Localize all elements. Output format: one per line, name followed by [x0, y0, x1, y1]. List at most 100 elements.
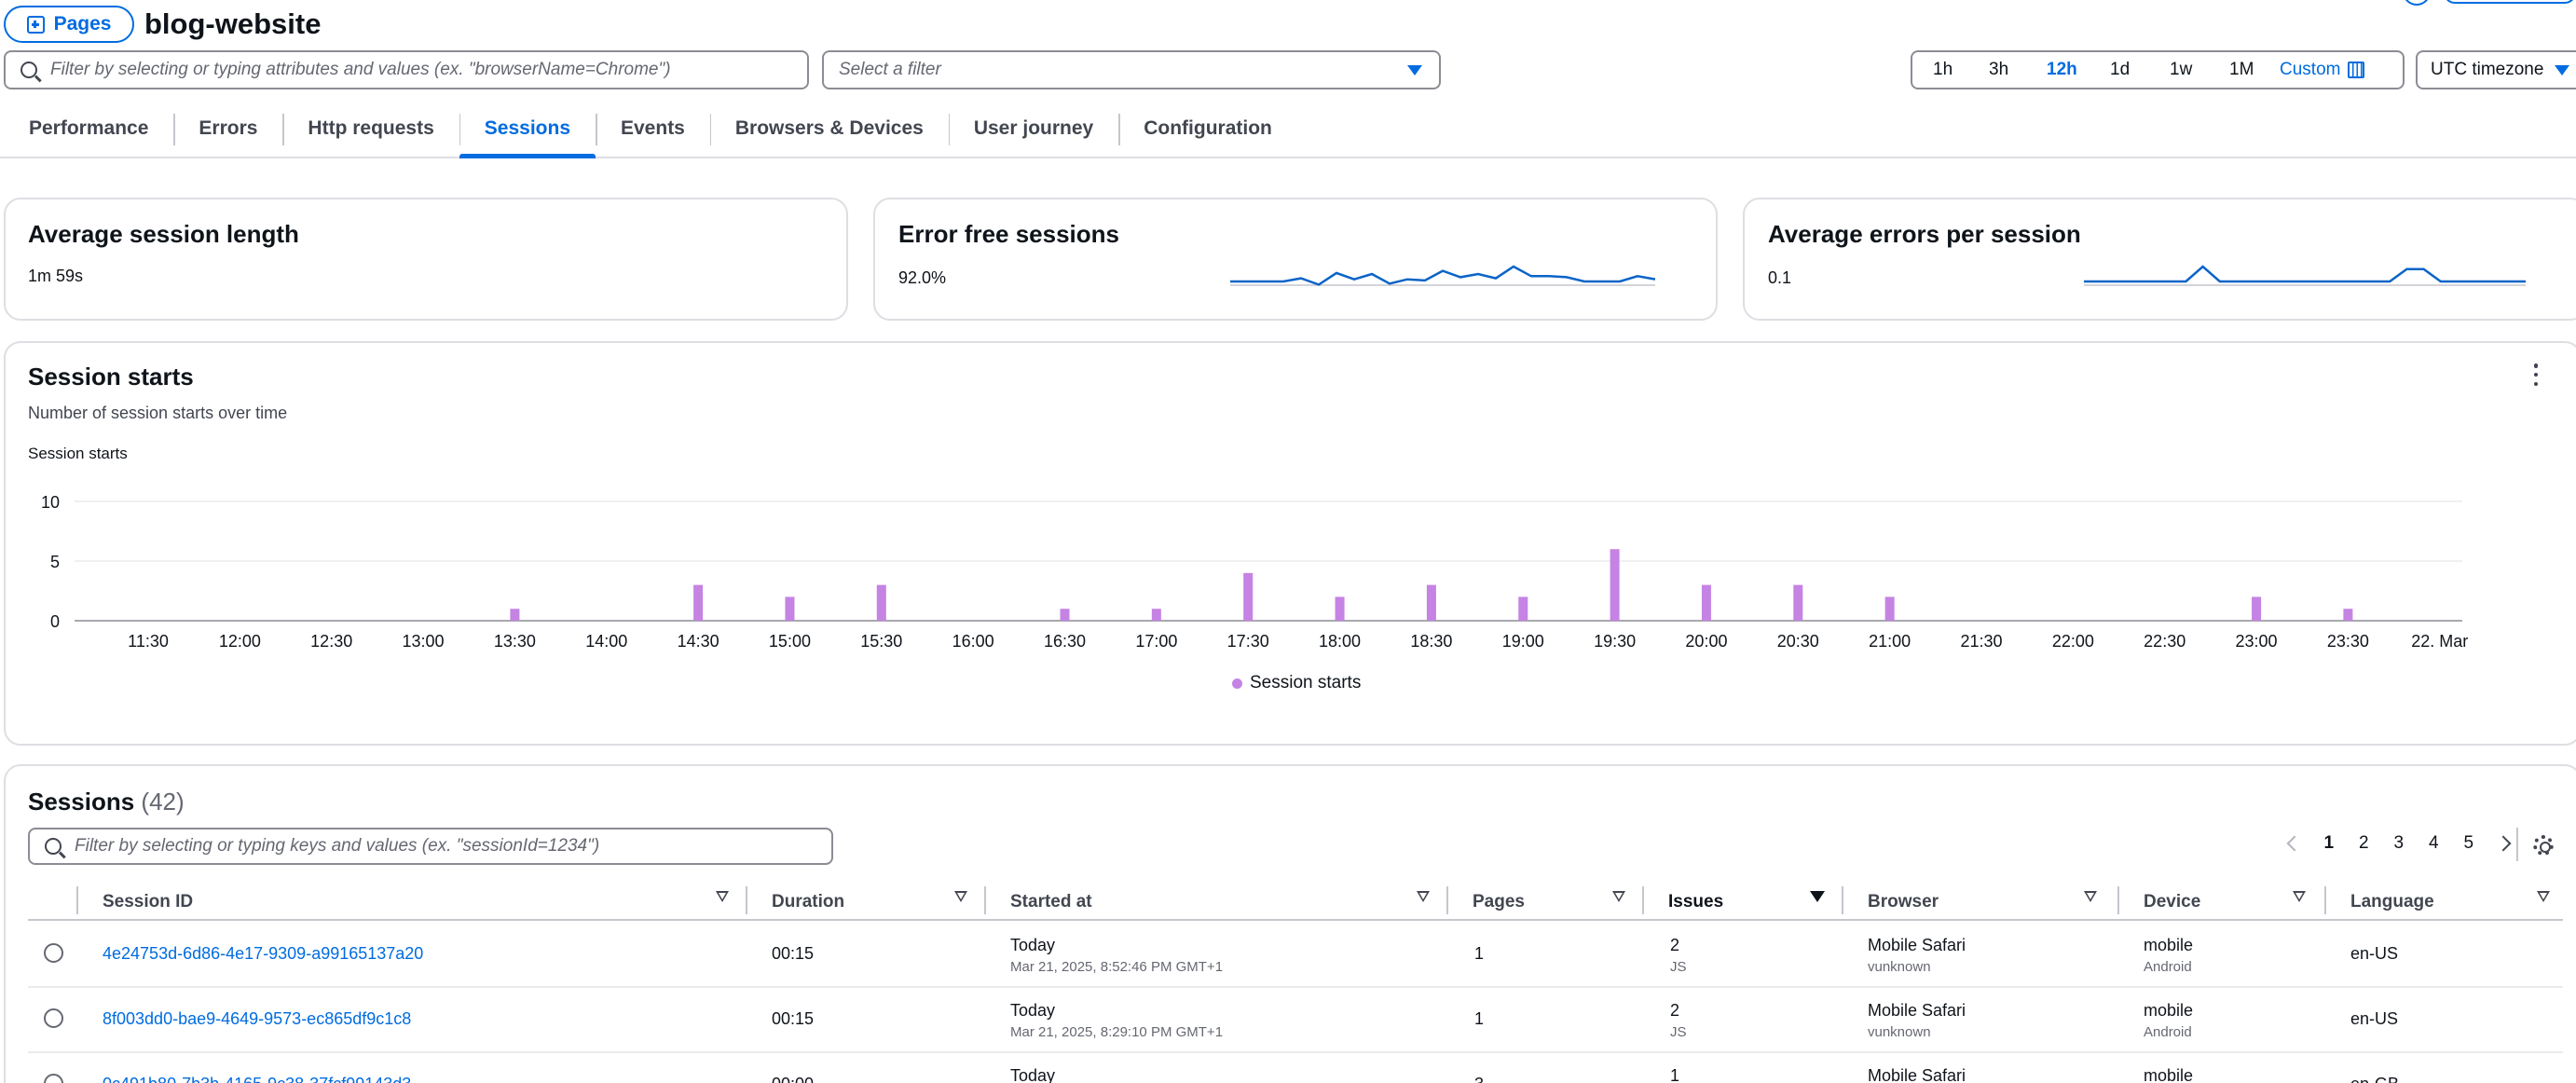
- y-tick-label: 10: [41, 493, 60, 512]
- column-header-started-at[interactable]: Started at: [1010, 892, 1092, 912]
- sort-descending-icon[interactable]: [1810, 891, 1825, 902]
- bar[interactable]: [1610, 549, 1620, 621]
- bar[interactable]: [1243, 572, 1254, 621]
- range-1h[interactable]: 1h: [1933, 60, 1953, 79]
- range-3h[interactable]: 3h: [1989, 60, 2009, 79]
- tab-performance[interactable]: Performance: [29, 117, 149, 139]
- sort-icon[interactable]: [716, 891, 729, 902]
- bar[interactable]: [1518, 596, 1528, 621]
- row-select-radio[interactable]: [44, 943, 63, 963]
- sort-icon[interactable]: [954, 891, 967, 902]
- pages-cell: 1: [1474, 944, 1485, 963]
- bar[interactable]: [1793, 584, 1803, 621]
- bar[interactable]: [876, 584, 886, 621]
- gear-icon[interactable]: [2533, 835, 2554, 856]
- page-4[interactable]: 4: [2428, 833, 2439, 853]
- x-tick-label: 22:30: [2144, 632, 2185, 651]
- errors-per-session-sparkline: [2084, 265, 2526, 286]
- tab-errors[interactable]: Errors: [173, 110, 282, 157]
- timezone-dropdown[interactable]: UTC timezone: [2416, 50, 2576, 89]
- bar[interactable]: [1884, 596, 1895, 621]
- sort-icon[interactable]: [2293, 891, 2306, 902]
- bar[interactable]: [1151, 609, 1161, 621]
- chart-legend[interactable]: Session starts: [1232, 673, 1361, 693]
- column-divider: [1642, 886, 1644, 914]
- column-header-duration[interactable]: Duration: [772, 892, 845, 912]
- bar[interactable]: [1426, 584, 1436, 621]
- column-header-browser[interactable]: Browser: [1868, 892, 1939, 912]
- bar[interactable]: [1335, 596, 1345, 621]
- x-tick-label: 13:00: [403, 632, 445, 651]
- page-5[interactable]: 5: [2463, 833, 2474, 853]
- header-divider: [28, 919, 2563, 921]
- sessions-count: (42): [141, 788, 185, 816]
- metric-card-error-free-sessions: [873, 198, 1718, 321]
- y-tick-label: 5: [50, 553, 60, 571]
- browser-version-cell: vunknown: [1868, 1024, 1931, 1040]
- session-id-link[interactable]: 4e24753d-6d86-4e17-9309-a99165137a20: [103, 944, 424, 963]
- range-1d[interactable]: 1d: [2110, 60, 2131, 79]
- metric-title: Error free sessions: [898, 220, 1120, 248]
- x-tick-label: 18:00: [1319, 632, 1361, 651]
- bar[interactable]: [510, 609, 520, 621]
- bar[interactable]: [2252, 596, 2262, 621]
- legend-swatch-icon: [1232, 678, 1242, 689]
- column-divider: [1842, 886, 1843, 914]
- column-header-pages[interactable]: Pages: [1473, 892, 1525, 912]
- range-12h[interactable]: 12h: [2047, 60, 2077, 79]
- sort-icon[interactable]: [2537, 891, 2550, 902]
- sort-icon[interactable]: [1612, 891, 1625, 902]
- range-custom[interactable]: Custom: [2280, 60, 2365, 80]
- next-page-icon[interactable]: [2495, 835, 2511, 852]
- more-options-icon[interactable]: [2533, 363, 2539, 386]
- caret-down-icon: [1407, 64, 1422, 75]
- session-id-link[interactable]: 8f003dd0-bae9-4649-9573-ec865df9c1c8: [103, 1009, 412, 1028]
- bar[interactable]: [1060, 609, 1070, 621]
- sparkline-path: [2084, 265, 2526, 283]
- bar[interactable]: [785, 596, 795, 621]
- x-tick-label: 22:00: [2052, 632, 2094, 651]
- select-filter-placeholder: Select a filter: [839, 60, 941, 79]
- session-filter-input[interactable]: Filter by selecting or typing keys and v…: [28, 828, 833, 865]
- search-icon: [21, 62, 37, 78]
- x-tick-label: 19:00: [1502, 632, 1544, 651]
- attribute-filter-input[interactable]: Filter by selecting or typing attributes…: [4, 50, 809, 89]
- x-tick-label: 21:30: [1960, 632, 2002, 651]
- legend-label: Session starts: [1250, 673, 1362, 692]
- tab-browsers-devices[interactable]: Browsers & Devices: [709, 110, 949, 157]
- started-day-cell: Today: [1010, 1066, 1056, 1083]
- column-header-issues[interactable]: Issues: [1668, 892, 1724, 912]
- column-divider: [2324, 886, 2326, 914]
- x-tick-label: 11:30: [128, 632, 169, 651]
- column-divider: [746, 886, 747, 914]
- tab-http-requests[interactable]: Http requests: [282, 110, 459, 157]
- column-header-session-id[interactable]: Session ID: [103, 892, 194, 912]
- range-1m[interactable]: 1M: [2229, 60, 2254, 79]
- session-id-link[interactable]: 0c491b80-7b3b-4165-9c38-37fcf99143d3: [103, 1075, 411, 1083]
- row-select-radio[interactable]: [44, 1008, 63, 1028]
- tab-user-journey[interactable]: User journey: [948, 110, 1118, 157]
- select-filter-dropdown[interactable]: Select a filter: [822, 50, 1441, 89]
- previous-page-icon[interactable]: [2286, 835, 2303, 852]
- device-cell: mobile: [2144, 1001, 2194, 1020]
- sessions-panel: [4, 764, 2576, 1083]
- divider: [2516, 828, 2518, 861]
- pages-button[interactable]: Pages: [4, 6, 134, 43]
- sort-icon[interactable]: [2084, 891, 2097, 902]
- bar[interactable]: [693, 584, 704, 621]
- sort-icon[interactable]: [1417, 891, 1430, 902]
- page-2[interactable]: 2: [2358, 833, 2369, 853]
- metric-title: Average session length: [28, 220, 299, 248]
- page-1[interactable]: 1: [2323, 833, 2335, 853]
- column-divider: [2117, 886, 2119, 914]
- page-3[interactable]: 3: [2393, 833, 2405, 853]
- column-header-language[interactable]: Language: [2350, 892, 2434, 912]
- tab-sessions[interactable]: Sessions: [459, 110, 596, 158]
- bar[interactable]: [2343, 609, 2353, 621]
- tab-events[interactable]: Events: [596, 110, 710, 157]
- range-1w[interactable]: 1w: [2170, 60, 2193, 79]
- column-header-device[interactable]: Device: [2144, 892, 2201, 912]
- bar[interactable]: [1701, 584, 1711, 621]
- x-tick-label: 15:00: [769, 632, 811, 651]
- tab-configuration[interactable]: Configuration: [1118, 110, 1297, 157]
